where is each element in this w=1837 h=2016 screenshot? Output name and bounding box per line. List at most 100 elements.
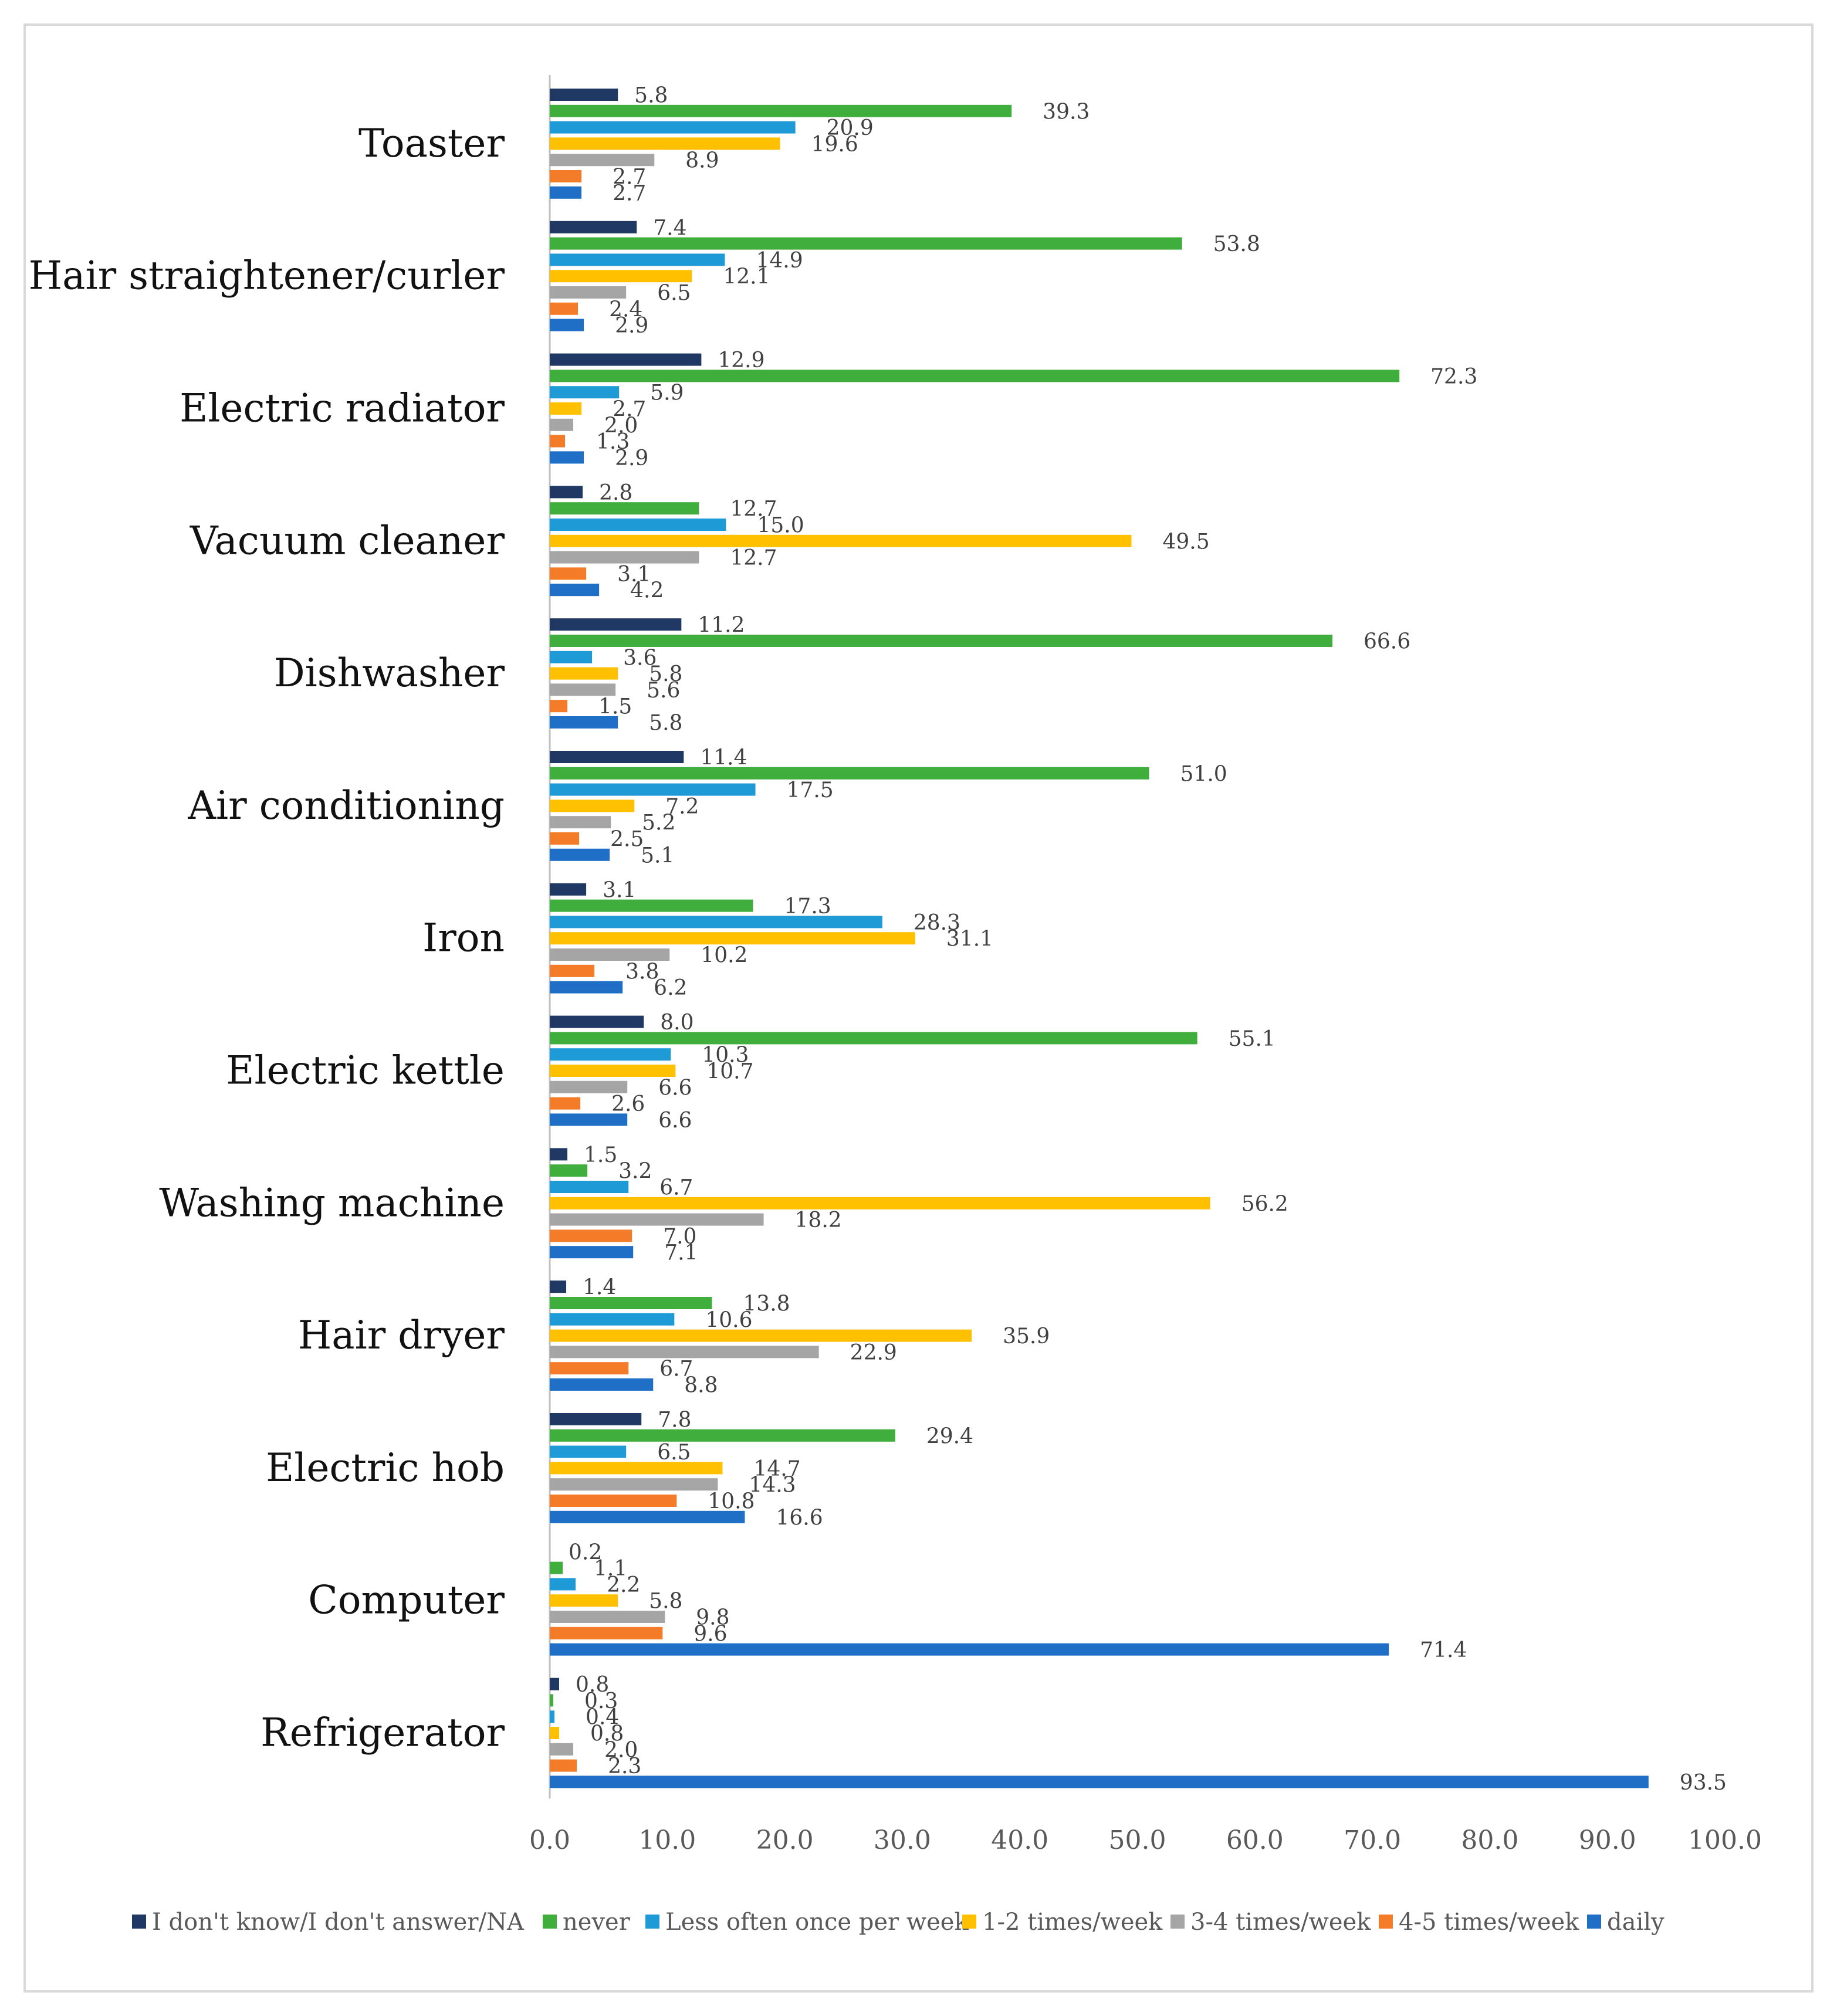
bar-hair-straightener-curler-i-don-t-know-i-don-t-answer-na <box>550 221 637 233</box>
legend-label-4-5-times-week: 4-5 times/week <box>1399 1909 1579 1936</box>
bar-electric-hob-i-don-t-know-i-don-t-answer-na <box>550 1413 642 1425</box>
bar-hair-straightener-curler-less-often-once-per-week <box>550 253 725 266</box>
value-label-electric-kettle-4-5-times-week: 2.6 <box>611 1092 645 1116</box>
bar-vacuum-cleaner-1-2-times-week <box>550 534 1132 547</box>
bar-hair-straightener-curler-never <box>550 237 1182 250</box>
x-tick-label-100-0: 100.0 <box>1688 1825 1762 1855</box>
value-label-refrigerator-never: 0.3 <box>584 1689 618 1713</box>
category-label-electric-kettle: Electric kettle <box>226 1048 505 1093</box>
category-label-toaster: Toaster <box>358 121 505 166</box>
value-label-dishwasher-3-4-times-week: 5.6 <box>647 679 680 703</box>
value-label-hair-dryer-1-2-times-week: 35.9 <box>1003 1324 1050 1348</box>
value-label-hair-straightener-curler-3-4-times-week: 6.5 <box>657 282 691 306</box>
value-label-electric-kettle-less-often-once-per-week: 10.3 <box>702 1043 749 1068</box>
value-label-computer-4-5-times-week: 9.6 <box>693 1622 727 1646</box>
bar-iron-daily <box>550 981 623 994</box>
legend-swatch-3-4-times-week <box>1170 1915 1185 1929</box>
legend-label-3-4-times-week: 3-4 times/week <box>1190 1909 1371 1936</box>
bar-electric-hob-1-2-times-week <box>550 1462 723 1475</box>
value-label-vacuum-cleaner-i-don-t-know-i-don-t-answer-na: 2.8 <box>599 481 632 505</box>
bar-air-conditioning-less-often-once-per-week <box>550 783 756 796</box>
bar-toaster-3-4-times-week <box>550 154 655 167</box>
bar-air-conditioning-never <box>550 767 1149 780</box>
legend-swatch-1-2-times-week <box>962 1915 976 1929</box>
x-tick-label-10-0: 10.0 <box>638 1825 696 1855</box>
bar-washing-machine-i-don-t-know-i-don-t-answer-na <box>550 1148 568 1161</box>
category-label-hair-straightener-curler: Hair straightener/curler <box>29 253 505 299</box>
bar-electric-kettle-3-4-times-week <box>550 1080 628 1093</box>
value-label-refrigerator-3-4-times-week: 2.0 <box>604 1738 638 1762</box>
value-label-electric-hob-4-5-times-week: 10.8 <box>708 1490 755 1514</box>
bar-refrigerator-daily <box>550 1776 1649 1788</box>
category-label-electric-radiator: Electric radiator <box>180 386 505 431</box>
value-label-hair-dryer-4-5-times-week: 6.7 <box>659 1357 693 1381</box>
value-label-toaster-3-4-times-week: 8.9 <box>685 149 719 173</box>
bar-computer-never <box>550 1561 563 1574</box>
value-label-iron-4-5-times-week: 3.8 <box>625 960 659 984</box>
value-label-washing-machine-daily: 7.1 <box>664 1241 698 1265</box>
value-label-iron-never: 17.3 <box>784 895 831 919</box>
bar-vacuum-cleaner-i-don-t-know-i-don-t-answer-na <box>550 486 583 499</box>
value-label-dishwasher-never: 66.6 <box>1364 630 1410 654</box>
bar-iron-never <box>550 899 753 912</box>
bar-hair-straightener-curler-3-4-times-week <box>550 286 627 299</box>
bar-electric-radiator-daily <box>550 451 584 464</box>
bar-iron-i-don-t-know-i-don-t-answer-na <box>550 883 587 896</box>
bar-air-conditioning-i-don-t-know-i-don-t-answer-na <box>550 751 684 763</box>
bar-iron-3-4-times-week <box>550 948 670 961</box>
category-label-refrigerator: Refrigerator <box>261 1710 505 1756</box>
bar-vacuum-cleaner-4-5-times-week <box>550 567 587 580</box>
value-label-hair-dryer-3-4-times-week: 22.9 <box>850 1341 897 1365</box>
bar-refrigerator-less-often-once-per-week <box>550 1710 555 1723</box>
x-tick-label-90-0: 90.0 <box>1579 1825 1636 1855</box>
bar-washing-machine-never <box>550 1164 588 1177</box>
bar-vacuum-cleaner-never <box>550 502 699 515</box>
value-label-washing-machine-4-5-times-week: 7.0 <box>663 1225 696 1249</box>
value-label-refrigerator-4-5-times-week: 2.3 <box>608 1754 641 1778</box>
bar-computer-1-2-times-week <box>550 1594 618 1607</box>
x-tick-label-80-0: 80.0 <box>1461 1825 1518 1855</box>
value-label-air-conditioning-3-4-times-week: 5.2 <box>642 811 675 835</box>
bar-iron-less-often-once-per-week <box>550 916 882 929</box>
bar-computer-3-4-times-week <box>550 1611 665 1623</box>
bar-air-conditioning-daily <box>550 848 610 861</box>
category-label-vacuum-cleaner: Vacuum cleaner <box>190 518 505 563</box>
value-label-vacuum-cleaner-1-2-times-week: 49.5 <box>1162 530 1209 554</box>
value-label-electric-radiator-4-5-times-week: 1.3 <box>596 430 630 454</box>
value-label-electric-kettle-3-4-times-week: 6.6 <box>658 1076 692 1100</box>
value-label-vacuum-cleaner-less-often-once-per-week: 15.0 <box>757 514 804 538</box>
bar-refrigerator-never <box>550 1694 554 1707</box>
bar-electric-radiator-never <box>550 370 1400 382</box>
value-label-electric-radiator-1-2-times-week: 2.7 <box>613 398 646 422</box>
bar-air-conditioning-3-4-times-week <box>550 816 611 829</box>
x-tick-label-40-0: 40.0 <box>991 1825 1048 1855</box>
value-label-toaster-i-don-t-know-i-don-t-answer-na: 5.8 <box>634 84 668 108</box>
bar-hair-straightener-curler-4-5-times-week <box>550 302 578 315</box>
value-label-electric-hob-daily: 16.6 <box>776 1506 823 1530</box>
category-label-washing-machine: Washing machine <box>159 1180 505 1225</box>
category-label-hair-dryer: Hair dryer <box>298 1313 505 1358</box>
value-label-iron-1-2-times-week: 31.1 <box>946 927 993 951</box>
chart-frame <box>23 23 1814 1993</box>
value-label-iron-daily: 6.2 <box>654 976 687 1000</box>
value-label-electric-hob-never: 29.4 <box>926 1424 973 1448</box>
bar-electric-radiator-1-2-times-week <box>550 402 582 415</box>
legend-label-less-often-once-per-week: Less often once per week <box>665 1909 969 1936</box>
bar-hair-dryer-daily <box>550 1378 654 1391</box>
bar-electric-kettle-less-often-once-per-week <box>550 1048 671 1061</box>
value-label-air-conditioning-less-often-once-per-week: 17.5 <box>787 778 834 802</box>
value-label-toaster-daily: 2.7 <box>613 181 646 205</box>
bar-dishwasher-never <box>550 635 1332 647</box>
value-label-iron-less-often-once-per-week: 28.3 <box>914 911 960 935</box>
x-tick-label-30-0: 30.0 <box>874 1825 931 1855</box>
value-label-toaster-less-often-once-per-week: 20.9 <box>827 116 874 140</box>
x-tick-label-50-0: 50.0 <box>1109 1825 1166 1855</box>
bar-washing-machine-4-5-times-week <box>550 1229 632 1242</box>
x-tick-label-20-0: 20.0 <box>756 1825 814 1855</box>
bar-refrigerator-i-don-t-know-i-don-t-answer-na <box>550 1678 560 1690</box>
bar-computer-less-often-once-per-week <box>550 1578 576 1591</box>
value-label-refrigerator-1-2-times-week: 0.8 <box>590 1722 624 1746</box>
bar-computer-daily <box>550 1643 1389 1656</box>
value-label-computer-less-often-once-per-week: 2.2 <box>607 1573 640 1597</box>
bar-electric-radiator-less-often-once-per-week <box>550 386 620 399</box>
